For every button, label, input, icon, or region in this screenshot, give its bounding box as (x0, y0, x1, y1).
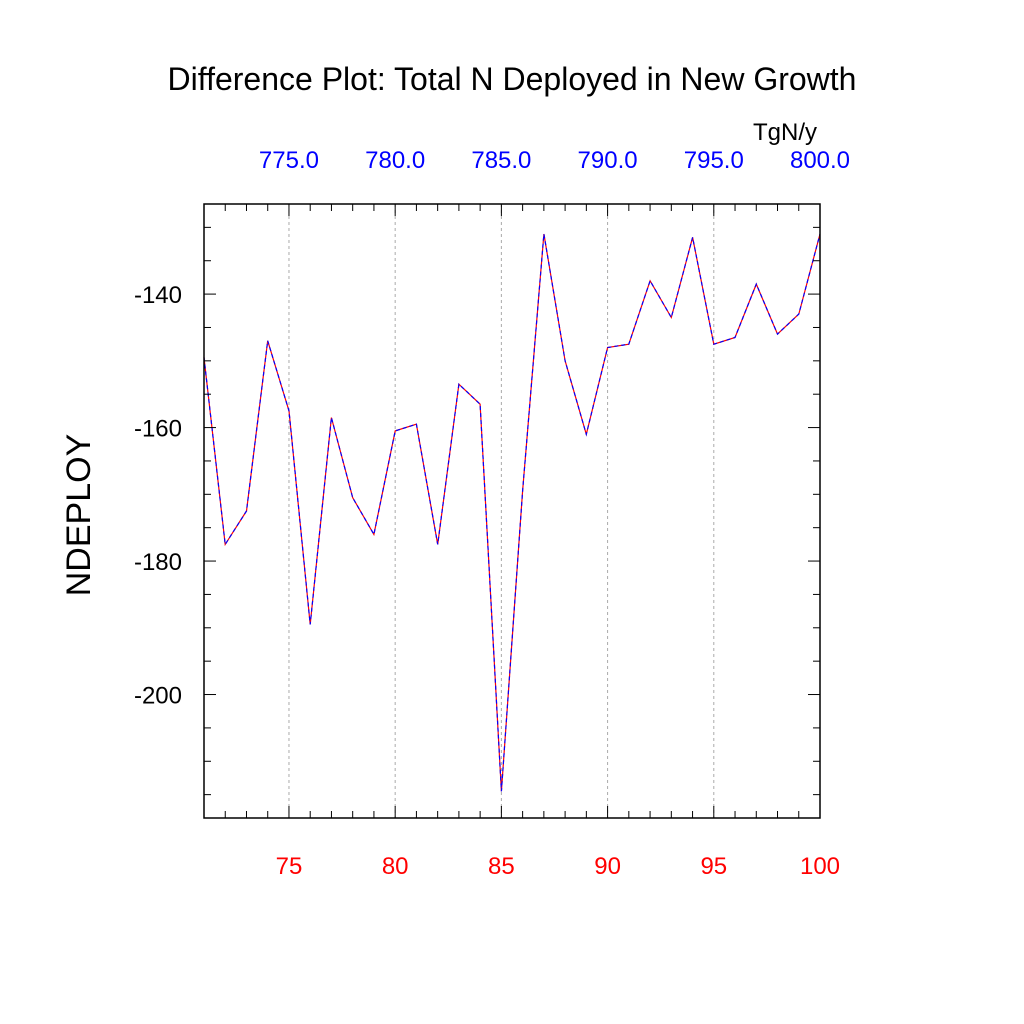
top-tick-label: 785.0 (471, 147, 531, 174)
y-tick-label: -200 (134, 683, 182, 710)
x-tick-label: 75 (276, 853, 303, 880)
x-tick-label: 90 (594, 853, 621, 880)
tick-labels: 75 80 85 90 95 100 775.0 780.0 785.0 790.0 795.0 80… (134, 147, 850, 880)
x-tick-label: 95 (700, 853, 727, 880)
y-tick-label: -180 (134, 549, 182, 576)
plot-frame (203, 203, 821, 819)
top-tick-label: 790.0 (578, 147, 638, 174)
chart-title: Difference Plot: Total N Deployed in New… (168, 61, 857, 97)
series-line-blue (203, 233, 821, 792)
axes (203, 203, 821, 819)
top-tick-label: 795.0 (684, 147, 744, 174)
y-tick-label: -140 (134, 282, 182, 309)
x-tick-label: 100 (800, 853, 840, 880)
y-tick-label: -160 (134, 416, 182, 443)
grid-lines (288, 204, 715, 818)
series-line-red (203, 233, 821, 792)
x-tick-label: 80 (382, 853, 409, 880)
top-tick-label: 775.0 (259, 147, 319, 174)
y-axis-label: NDEPLOY (60, 434, 98, 597)
top-tick-label: 800.0 (790, 147, 850, 174)
series-layer (203, 233, 821, 792)
top-axis-units-label: TgN/y (753, 119, 817, 146)
x-tick-label: 85 (488, 853, 515, 880)
top-tick-label: 780.0 (365, 147, 425, 174)
